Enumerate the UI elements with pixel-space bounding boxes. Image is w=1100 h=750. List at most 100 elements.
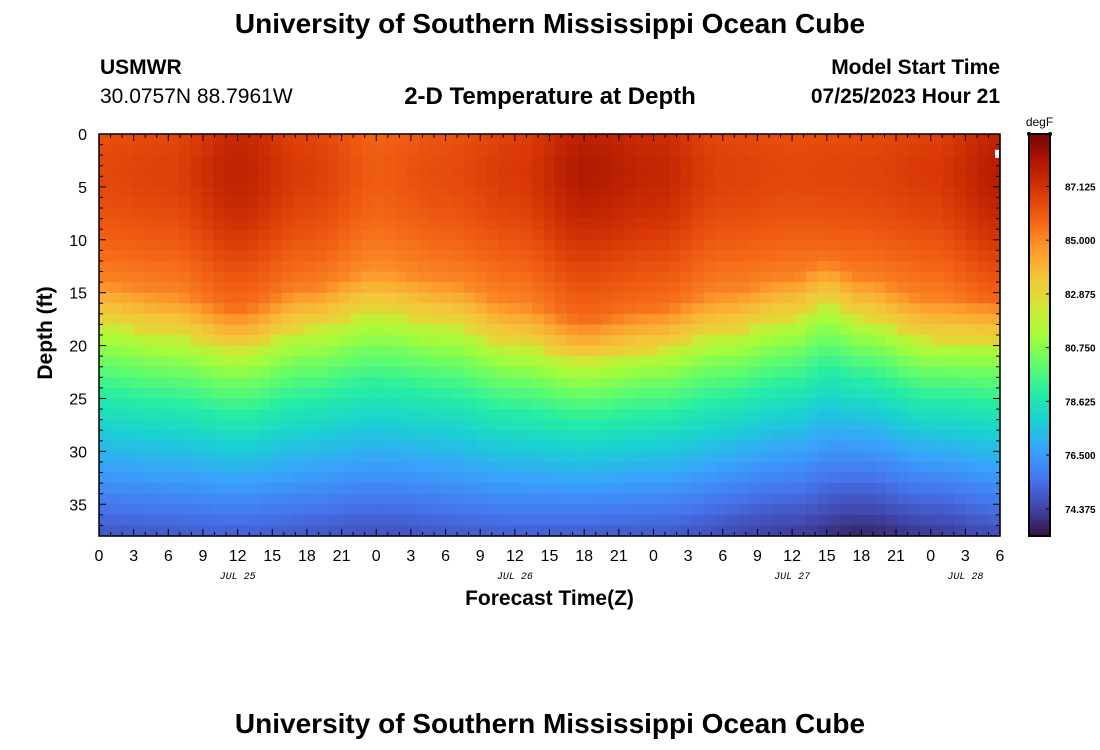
heatmap-cell [680,292,693,304]
heatmap-cell [623,483,636,495]
colorbar-segment [1029,391,1050,396]
x-tick-label: 21 [887,548,905,565]
heatmap-cell [418,239,431,251]
heatmap-cell [840,483,853,495]
heatmap-cell [920,451,933,463]
x-tick-label: 3 [684,548,693,565]
heatmap-cell [931,504,944,516]
x-date-label: JUL 27 [774,572,810,583]
colorbar-tick-label: 80.750 [1065,344,1096,355]
heatmap-cell [532,176,545,188]
heatmap-cell [201,387,214,400]
heatmap-cell [760,176,773,188]
heatmap-cell [874,472,887,484]
heatmap-cell [270,461,283,474]
heatmap-cell [532,440,545,452]
heatmap-cell [406,440,419,452]
heatmap-cell [714,292,727,304]
heatmap-cell [863,218,876,230]
heatmap-cell [338,218,351,230]
heatmap-cell [555,176,568,188]
heatmap-cell [806,165,819,177]
heatmap-cell [680,208,693,220]
heatmap-cell [794,250,807,262]
heatmap-cell [828,134,841,146]
heatmap-cell [942,398,955,410]
heatmap-cell [338,260,351,273]
heatmap-cell [406,229,419,241]
heatmap-cell [749,387,762,400]
heatmap-cell [372,260,385,273]
heatmap-cell [851,208,864,220]
heatmap-cell [281,366,294,378]
heatmap-cell [395,208,408,220]
heatmap-cell [635,165,648,177]
heatmap-cell [737,387,750,400]
heatmap-cell [942,430,955,442]
heatmap-cell [429,165,442,177]
heatmap-cell [452,419,465,431]
heatmap-cell [555,472,568,484]
colorbar-segment [1029,345,1050,349]
heatmap-cell [509,313,522,326]
heatmap-cell [338,451,351,463]
heatmap-cell [737,483,750,495]
heatmap-cell [680,514,693,527]
heatmap-cell [418,472,431,484]
heatmap-cell [840,335,853,347]
heatmap-cell [395,440,408,452]
heatmap-cell [794,208,807,220]
heatmap-cell [349,134,362,146]
colorbar-segment [1029,311,1050,316]
heatmap-cell [349,324,362,336]
heatmap-cell [646,144,659,156]
heatmap-cell [429,239,442,251]
heatmap-cell [600,409,613,421]
heatmap-cell [99,366,112,378]
colorbar-tick-label: 76.500 [1065,451,1096,462]
heatmap-cell [178,165,191,177]
colorbar-tick-label: 82.875 [1065,290,1096,301]
heatmap-cell [874,377,887,389]
heatmap-cell [920,271,933,283]
heatmap-cell [441,387,454,400]
heatmap-cell [680,461,693,474]
heatmap-cell [749,197,762,209]
heatmap-cell [441,208,454,220]
heatmap-cell [178,335,191,347]
heatmap-cell [99,451,112,463]
heatmap-cell [726,472,739,484]
heatmap-cell [509,345,522,357]
heatmap-cell [463,229,476,241]
heatmap-cell [885,271,898,283]
heatmap-cell [669,186,682,199]
heatmap-cell [498,239,511,251]
heatmap-cell [646,514,659,527]
heatmap-cell [942,197,955,209]
heatmap-cell [726,430,739,442]
heatmap-cell [384,345,397,357]
heatmap-cell [680,377,693,389]
heatmap-cell [897,313,910,326]
heatmap-cell [931,525,944,537]
heatmap-cell [703,155,716,167]
heatmap-cell [737,134,750,146]
heatmap-cell [806,250,819,262]
heatmap-cell [566,335,579,347]
heatmap-cell [908,144,921,156]
heatmap-cell [794,377,807,389]
heatmap-cell [714,419,727,431]
heatmap-cell [954,345,967,357]
heatmap-cell [783,229,796,241]
heatmap-cell [144,218,157,230]
heatmap-cell [292,324,305,336]
heatmap-cell [190,260,203,273]
heatmap-cell [680,144,693,156]
heatmap-cell [121,218,134,230]
heatmap-cell [213,292,226,304]
heatmap-cell [99,335,112,347]
heatmap-cell [703,430,716,442]
heatmap-cell [270,398,283,410]
heatmap-cell [840,440,853,452]
heatmap-cell [304,483,317,495]
